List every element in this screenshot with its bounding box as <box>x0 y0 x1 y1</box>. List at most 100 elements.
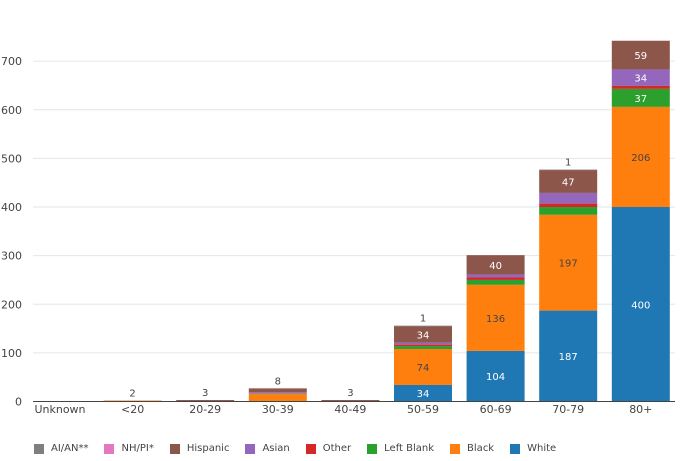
y-tick-label: 300 <box>1 250 22 263</box>
bar-top-label: 3 <box>202 388 208 399</box>
bar-segment <box>539 214 598 311</box>
legend-item[interactable]: NH/PI* <box>104 443 154 454</box>
legend-label: Other <box>322 443 352 454</box>
legend-label: Left Blank <box>384 443 435 454</box>
x-tick-label: <20 <box>121 403 144 416</box>
bar-segment <box>248 388 307 393</box>
bar-segment <box>394 344 452 347</box>
bar-segment <box>611 69 670 86</box>
bar-segment <box>394 325 452 327</box>
x-tick-label: 60-69 <box>480 403 512 416</box>
bar-value-label: 34 <box>417 330 430 341</box>
legend-swatch <box>510 443 521 454</box>
bar-segment <box>611 88 670 107</box>
bar-value-label: 104 <box>486 372 505 383</box>
bar-value-label: 37 <box>634 94 647 105</box>
x-tick-label: 30-39 <box>262 403 294 416</box>
bar-value-label: 74 <box>417 363 430 374</box>
legend-swatch <box>104 443 115 454</box>
bar-segment <box>611 207 670 402</box>
bar-segment <box>394 342 452 345</box>
y-tick-label: 400 <box>1 201 22 214</box>
y-tick-label: 100 <box>1 347 22 360</box>
x-tick-label: 70-79 <box>552 403 584 416</box>
bar-segment <box>248 392 307 394</box>
legend-swatch <box>305 443 316 454</box>
bar-segment <box>466 274 525 278</box>
bar-value-label: 34 <box>634 74 647 85</box>
legend-swatch <box>169 443 180 454</box>
bar-value-label: 400 <box>631 300 650 311</box>
stacked-bar-chart: 34 74 34 104 136 40 187 197 47 400 206 37 34 59 2 3 8 3 1 1… <box>1 40 675 416</box>
x-tick-label: 80+ <box>629 403 652 416</box>
bar-segment <box>394 384 452 402</box>
y-tick-label: 600 <box>1 104 22 117</box>
legend-item[interactable]: Hispanic <box>169 443 230 454</box>
bar-segment <box>176 400 235 402</box>
bar-segment <box>539 203 598 208</box>
bar-segment <box>394 346 452 349</box>
bar-segment <box>466 284 525 351</box>
bar-value-label: 197 <box>559 259 578 270</box>
bar-value-label: 34 <box>417 389 430 400</box>
bar-value-label: 136 <box>486 314 505 325</box>
bar-value-label: 40 <box>489 261 502 272</box>
bar-segment <box>248 394 307 402</box>
bar-value-label: 59 <box>634 51 647 62</box>
bars <box>103 40 670 402</box>
legend-item[interactable]: White <box>510 443 556 454</box>
bar-segment <box>466 255 525 275</box>
legend-item[interactable]: Asian <box>245 443 290 454</box>
bar-top-label: 8 <box>275 376 281 387</box>
bar-segment <box>394 348 452 385</box>
legend: AI/AN** NH/PI* Hispanic Asian Other Left Blan… <box>34 443 572 454</box>
legend-swatch <box>245 443 256 454</box>
legend-label: Asian <box>262 443 290 454</box>
bar-segment <box>394 326 452 343</box>
legend-label: Black <box>467 443 495 454</box>
gridlines <box>33 60 675 354</box>
legend-label: Hispanic <box>186 443 230 454</box>
bar-segment <box>539 310 598 402</box>
y-tick-label: 200 <box>1 298 22 311</box>
legend-item[interactable]: Other <box>305 443 352 454</box>
x-tick-label: Unknown <box>34 403 85 416</box>
bar-segment <box>321 400 380 402</box>
y-tick-label: 500 <box>1 152 22 165</box>
bar-segment <box>611 106 670 208</box>
bar-top-label: 1 <box>420 314 426 325</box>
legend-item[interactable]: Black <box>450 443 494 454</box>
y-tick-label: 0 <box>15 396 22 409</box>
data-labels: 34 74 34 104 136 40 187 197 47 400 206 37 34 59 2 3 8 3 1 1 <box>129 51 650 400</box>
bar-segment <box>539 169 598 171</box>
legend-label: White <box>527 443 557 454</box>
bar-segment <box>466 277 525 280</box>
legend-item[interactable]: AI/AN** <box>34 443 88 454</box>
y-tick-label: 700 <box>1 55 22 68</box>
x-tick-label: 20-29 <box>189 403 221 416</box>
bar-segment <box>466 350 525 402</box>
bar-value-label: 206 <box>631 153 650 164</box>
bar-top-label: 2 <box>129 389 135 400</box>
axes: 0 100 200 300 400 500 600 700 Unknown <20 20-29 30-… <box>1 55 675 416</box>
legend-item[interactable]: Left Blank <box>367 443 434 454</box>
bar-top-label: 3 <box>347 388 353 399</box>
legend-label: AI/AN** <box>51 443 89 454</box>
bar-segment <box>466 279 525 285</box>
bar-value-label: 47 <box>562 177 575 188</box>
bar-segment <box>248 393 307 394</box>
bar-top-label: 1 <box>565 158 571 169</box>
legend-swatch <box>34 443 44 454</box>
bar-segment <box>539 192 598 204</box>
legend-swatch <box>367 443 378 454</box>
bar-segment <box>539 170 598 193</box>
bar-segment <box>539 207 598 215</box>
legend-label: NH/PI* <box>121 443 154 454</box>
x-tick-label: 40-49 <box>334 403 366 416</box>
bar-segment <box>248 393 307 395</box>
x-tick-label: 50-59 <box>407 403 439 416</box>
bar-segment <box>611 85 670 89</box>
bar-value-label: 187 <box>559 352 578 363</box>
bar-segment <box>611 40 670 70</box>
legend-swatch <box>450 443 461 454</box>
